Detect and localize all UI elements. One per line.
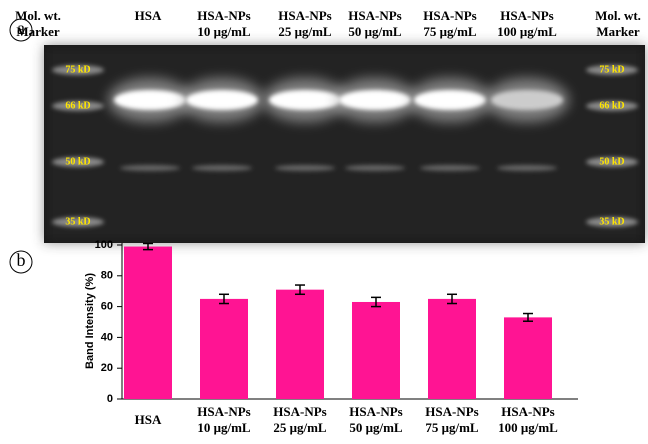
lane-label: 75 μg/mL	[423, 24, 477, 39]
gel-haze	[44, 45, 645, 243]
bar	[428, 299, 476, 399]
x-tick-label: HSA-NPs	[501, 404, 554, 419]
gel-band-minor	[192, 165, 252, 171]
lane-label: HSA-NPs	[500, 8, 553, 23]
y-tick-label: 80	[101, 270, 113, 282]
x-tick-label: 75 μg/mL	[425, 420, 479, 435]
ladder-label: 50 kD	[65, 156, 90, 167]
bar	[352, 302, 400, 399]
lane-label: 25 μg/mL	[278, 24, 332, 39]
lane-label: Marker	[596, 24, 640, 39]
x-tick-label: 50 μg/mL	[349, 420, 403, 435]
x-tick-label: HSA-NPs	[349, 404, 402, 419]
lane-label: Mol. wt.	[595, 8, 641, 23]
figure: a b Band Intensity (%) Mol. wt.MarkerHSA…	[0, 0, 648, 439]
bar	[124, 247, 172, 399]
gel-band-minor	[420, 165, 480, 171]
bar	[276, 290, 324, 399]
y-axis-title: Band Intensity (%)	[84, 273, 96, 369]
x-tick-label: 10 μg/mL	[197, 420, 251, 435]
y-tick-label: 100	[95, 239, 113, 251]
gel-band	[269, 90, 341, 110]
lane-label: 100 μg/mL	[497, 24, 557, 39]
x-tick-label: 100 μg/mL	[498, 420, 558, 435]
bar	[200, 299, 248, 399]
y-tick-label: 40	[101, 331, 113, 343]
ladder-label: 35 kD	[599, 216, 624, 227]
x-tick-label: 25 μg/mL	[273, 420, 327, 435]
gel-band	[339, 90, 411, 110]
lane-label: HSA-NPs	[197, 8, 250, 23]
x-tick-label: HSA-NPs	[425, 404, 478, 419]
ladder-label: 66 kD	[65, 100, 90, 111]
x-tick-label: HSA	[135, 412, 162, 427]
gel-band-minor	[345, 165, 405, 171]
lane-label: HSA-NPs	[423, 8, 476, 23]
lane-label: Mol. wt.	[15, 8, 61, 23]
gel-band	[186, 90, 258, 110]
ladder-label: 35 kD	[65, 216, 90, 227]
y-tick-label: 20	[101, 362, 113, 374]
lane-label: HSA	[135, 8, 162, 23]
gel-band	[114, 90, 186, 110]
gel-band-minor	[120, 165, 180, 171]
lane-label: 10 μg/mL	[197, 24, 251, 39]
x-tick-label: HSA-NPs	[197, 404, 250, 419]
gel-band-minor	[497, 165, 557, 171]
panel-b-label: b	[17, 250, 26, 270]
gel-band	[491, 90, 563, 110]
ladder-label: 66 kD	[599, 100, 624, 111]
ladder-label: 50 kD	[599, 156, 624, 167]
gel-band-minor	[275, 165, 335, 171]
lane-label: HSA-NPs	[278, 8, 331, 23]
ladder-label: 75 kD	[65, 64, 90, 75]
x-tick-label: HSA-NPs	[273, 404, 326, 419]
bar	[504, 317, 552, 399]
lane-label: 50 μg/mL	[348, 24, 402, 39]
lane-label: Marker	[16, 24, 60, 39]
lane-label: HSA-NPs	[348, 8, 401, 23]
ladder-label: 75 kD	[599, 64, 624, 75]
gel-band	[414, 90, 486, 110]
y-tick-label: 0	[107, 393, 113, 405]
y-tick-label: 60	[101, 301, 113, 313]
